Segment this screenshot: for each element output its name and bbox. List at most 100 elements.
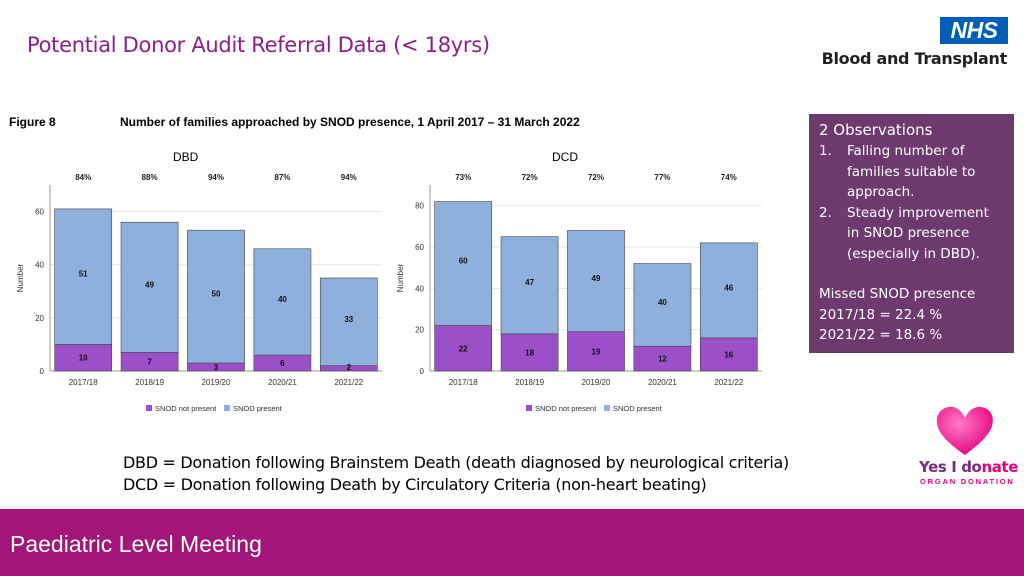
y-tick-label: 60 [415, 243, 424, 252]
definition-dcd: DCD = Donation following Death by Circul… [123, 475, 707, 494]
bar-snod-present [319, 277, 378, 366]
heart-icon [936, 406, 993, 455]
campaign-subtitle: ORGAN DONATION [920, 477, 1015, 486]
footer-bar [0, 509, 1024, 576]
y-tick-label: 20 [35, 314, 44, 323]
y-tick-label: 40 [415, 284, 424, 293]
data-label-snod-not-present: 12 [658, 355, 667, 364]
percent-label: 72% [522, 173, 538, 182]
y-tick-label: 0 [420, 367, 425, 376]
y-tick-label: 40 [35, 261, 44, 270]
x-tick-label: 2017/18 [69, 378, 98, 387]
campaign-text-accent: nate [981, 458, 1019, 476]
percent-label: 88% [142, 173, 158, 182]
data-label-snod-present: 51 [79, 270, 88, 279]
dcd-chart: 0 20 40 60 80 Number 60 22 73% 2017/18 47 18 72% 2018… [396, 173, 762, 413]
bar-snod-present [699, 242, 758, 339]
bar-snod-not-present [567, 331, 625, 372]
data-label-snod-present: 47 [525, 278, 534, 287]
org-name: Blood and Transplant [821, 49, 1008, 68]
percent-label: 94% [341, 173, 357, 182]
figure-label: Figure 8 [9, 115, 56, 129]
bar-snod-present [187, 229, 245, 364]
definition-dbd: DBD = Donation following Brainstem Death… [123, 453, 789, 472]
missed-snod-line: 2021/22 = 18.6 % [819, 327, 943, 343]
data-label-snod-not-present: 10 [79, 354, 88, 363]
y-axis-label: Number [16, 263, 25, 292]
observations-heading: 2 Observations [819, 121, 933, 139]
percent-label: 73% [455, 173, 471, 182]
bar-snod-present [434, 201, 493, 326]
x-tick-label: 2021/22 [334, 378, 363, 387]
bar-snod-not-present [633, 345, 692, 372]
y-tick-label: 60 [35, 208, 44, 217]
dbd-chart-title: DBD [173, 150, 199, 164]
nhs-logo: NHS [940, 17, 1008, 44]
x-tick-label: 2021/22 [714, 378, 743, 387]
percent-label: 94% [208, 173, 224, 182]
footer-title: Paediatric Level Meeting [10, 531, 262, 557]
dbd-chart: 0 20 40 60 Number 51 10 84% 2017/18 49 7 88% 2018/19… [16, 173, 382, 413]
bar-snod-not-present [699, 337, 758, 372]
bar-snod-present [253, 248, 312, 356]
x-tick-label: 2018/19 [135, 378, 164, 387]
percent-label: 84% [75, 173, 91, 182]
data-label-snod-present: 40 [278, 295, 287, 304]
x-tick-label: 2017/18 [449, 378, 478, 387]
legend-swatch-not-present [526, 405, 532, 411]
data-label-snod-present: 60 [459, 257, 468, 266]
campaign-text: Yes I do [919, 458, 982, 476]
campaign-logo: Yes I donate [919, 458, 1018, 476]
observations-list: 1. Falling number of families suitable t… [819, 141, 1004, 264]
data-label-snod-not-present: 19 [592, 347, 601, 356]
observation-item: 2. Steady improvement in SNOD presence (… [819, 203, 1004, 265]
y-tick-label: 0 [40, 367, 45, 376]
percent-label: 87% [274, 173, 290, 182]
data-label-snod-present: 49 [145, 280, 154, 289]
legend-swatch-present [604, 405, 610, 411]
data-label-snod-present: 49 [592, 274, 601, 283]
y-axis-label: Number [396, 263, 405, 292]
definitions: DBD = Donation following Brainstem Death… [123, 452, 789, 496]
slide-title: Potential Donor Audit Referral Data (< 1… [27, 33, 490, 57]
legend-swatch-present [224, 405, 230, 411]
observation-text: Steady improvement in SNOD presence (esp… [847, 204, 989, 262]
y-tick-label: 80 [415, 202, 424, 211]
legend-swatch-not-present [146, 405, 152, 411]
data-label-snod-not-present: 18 [525, 348, 534, 357]
missed-snod-heading: Missed SNOD presence [819, 286, 976, 302]
observation-number: 1. [819, 143, 832, 159]
bar-snod-present [567, 230, 625, 333]
data-label-snod-not-present: 7 [147, 358, 152, 367]
percent-label: 72% [588, 173, 604, 182]
data-label-snod-present: 40 [658, 298, 667, 307]
observation-text: Falling number of families suitable to a… [847, 143, 976, 200]
observations-panel: 2 Observations 1. Falling number of fami… [809, 114, 1014, 353]
percent-label: 74% [721, 173, 737, 182]
data-label-snod-not-present: 6 [280, 359, 285, 368]
figure-caption: Number of families approached by SNOD pr… [120, 115, 580, 129]
bar-snod-not-present [54, 344, 113, 372]
data-label-snod-not-present: 22 [459, 344, 468, 353]
data-label-snod-not-present: 3 [214, 363, 219, 372]
data-label-snod-not-present: 16 [724, 350, 733, 359]
observation-item: 1. Falling number of families suitable t… [819, 141, 1004, 203]
bar-snod-not-present [434, 325, 493, 372]
bar-snod-present [500, 236, 559, 335]
legend-label: SNOD present [233, 404, 283, 413]
missed-snod-line: 2017/18 = 22.4 % [819, 306, 943, 323]
bar-snod-present [633, 263, 692, 347]
legend-label: SNOD present [613, 404, 663, 413]
bar-snod-present [120, 221, 179, 353]
data-label-snod-present: 50 [212, 290, 221, 299]
data-label-snod-present: 33 [344, 315, 353, 324]
percent-label: 77% [654, 173, 670, 182]
observation-number: 2. [819, 204, 832, 221]
x-tick-label: 2018/19 [515, 378, 544, 387]
data-label-snod-present: 46 [724, 283, 733, 292]
x-tick-label: 2020/21 [648, 378, 677, 387]
x-tick-label: 2019/20 [582, 378, 611, 387]
x-tick-label: 2020/21 [268, 378, 297, 387]
y-tick-label: 20 [415, 326, 424, 335]
data-label-snod-not-present: 2 [347, 363, 352, 372]
